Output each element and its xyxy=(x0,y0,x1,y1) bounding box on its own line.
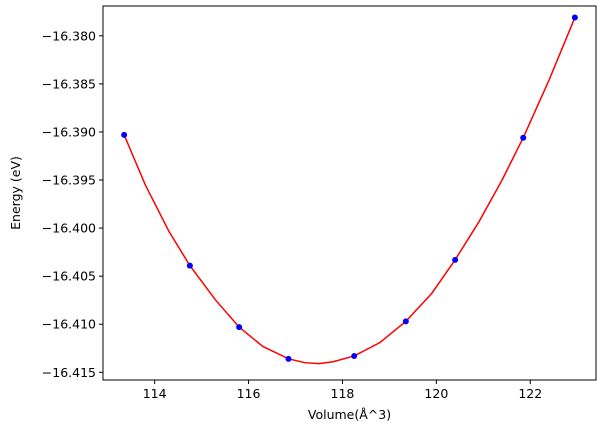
data-point xyxy=(186,262,193,269)
x-tick-label: 122 xyxy=(518,386,542,401)
data-point xyxy=(351,352,358,359)
y-tick-label: −16.415 xyxy=(42,365,96,380)
y-tick-label: −16.395 xyxy=(42,173,96,188)
data-point xyxy=(236,324,243,331)
x-tick-label: 114 xyxy=(143,386,167,401)
x-axis: 114 116 118 120 122 xyxy=(143,380,542,401)
data-point xyxy=(285,355,292,362)
plot-area xyxy=(121,14,578,365)
y-tick-label: −16.410 xyxy=(42,317,96,332)
fit-curve xyxy=(123,17,576,365)
y-tick-label: −16.405 xyxy=(42,269,96,284)
y-tick-label: −16.400 xyxy=(42,221,96,236)
y-tick-label: −16.385 xyxy=(42,76,96,91)
x-tick-label: 116 xyxy=(237,386,261,401)
data-point xyxy=(452,256,459,263)
y-axis: −16.415 −16.410 −16.405 −16.400 −16.395 −16.3… xyxy=(42,28,103,380)
plot-frame xyxy=(102,5,597,381)
x-axis-label: Volume(Å^3) xyxy=(308,407,391,422)
data-point xyxy=(121,131,128,138)
x-tick-label: 120 xyxy=(424,386,448,401)
data-point xyxy=(520,134,527,141)
y-tick-label: −16.390 xyxy=(42,124,96,139)
y-axis-label: Energy (eV) xyxy=(8,156,23,230)
data-point xyxy=(402,318,409,325)
x-tick-label: 118 xyxy=(331,386,355,401)
data-point xyxy=(571,14,578,21)
y-tick-label: −16.380 xyxy=(42,28,96,43)
